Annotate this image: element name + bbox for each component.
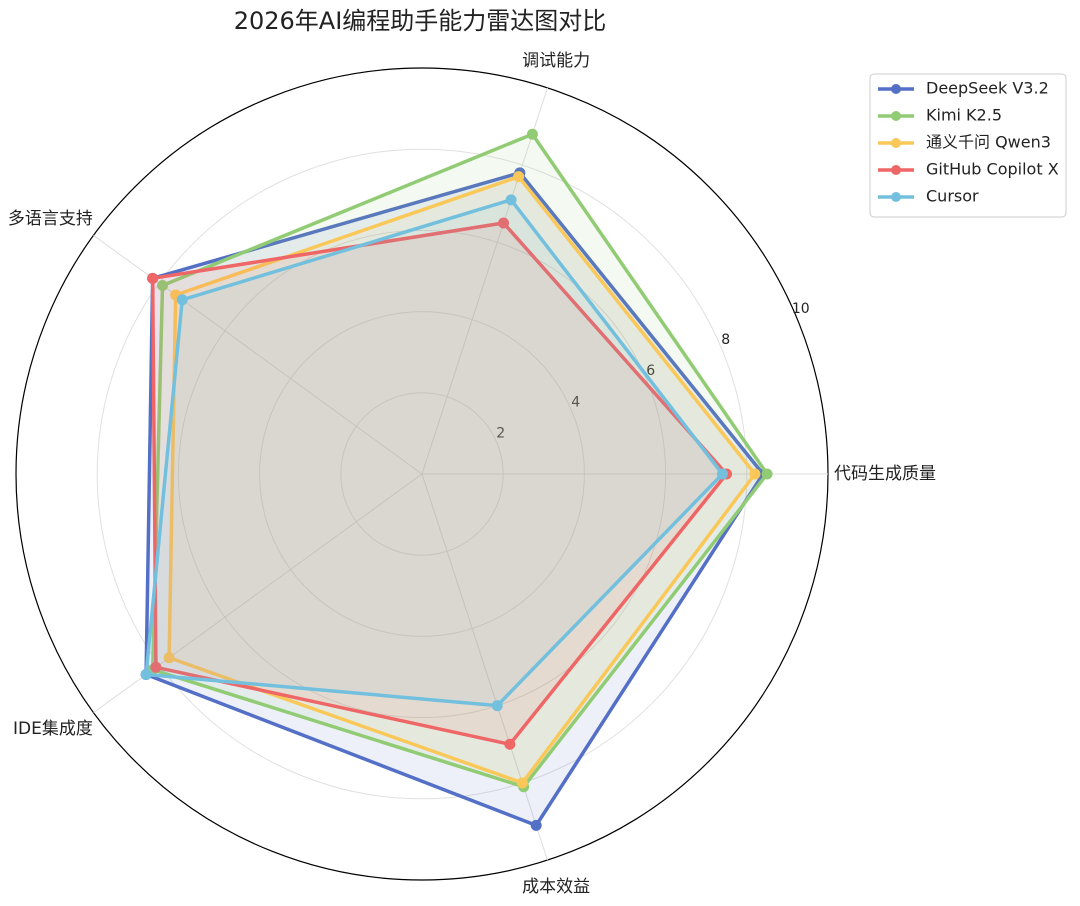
legend-box <box>869 73 1067 218</box>
category-label: 代码生成质量 <box>834 464 936 484</box>
category-label: 调试能力 <box>522 51 590 71</box>
data-point <box>498 217 510 229</box>
data-point <box>147 272 159 284</box>
series-area <box>144 171 765 828</box>
r-tick-label: 6 <box>646 363 655 379</box>
data-point <box>526 128 538 140</box>
legend-marker <box>891 165 901 175</box>
data-point <box>150 661 162 673</box>
r-tick-label: 2 <box>496 425 505 441</box>
series-area <box>144 198 725 708</box>
data-point <box>761 468 773 480</box>
series-area <box>150 221 729 747</box>
data-point <box>140 668 152 680</box>
data-point <box>491 700 503 712</box>
legend-label: DeepSeek V3.2 <box>926 79 1049 98</box>
data-point <box>516 777 528 789</box>
data-point <box>513 171 525 183</box>
legend-marker <box>891 84 901 94</box>
data-point <box>176 294 188 306</box>
category-label: 成本效益 <box>522 877 590 897</box>
data-point <box>716 468 728 480</box>
data-point <box>530 819 542 831</box>
legend-label: Kimi K2.5 <box>926 106 1002 125</box>
axis-line <box>421 87 548 475</box>
r-tick-label: 4 <box>571 394 580 410</box>
r-tick-label: 10 <box>792 301 810 317</box>
category-label: IDE集成度 <box>13 719 93 739</box>
chart-title: 2026年AI编程助手能力雷达图对比 <box>234 7 607 35</box>
r-tick-label: 8 <box>721 332 730 348</box>
legend-label: GitHub Copilot X <box>926 160 1059 179</box>
legend-marker <box>891 192 901 202</box>
legend-marker <box>891 111 901 121</box>
legend-label: 通义千问 Qwen3 <box>926 133 1051 152</box>
axis-line <box>421 473 548 861</box>
data-point <box>157 279 169 291</box>
category-label: 多语言支持 <box>8 209 93 229</box>
data-point <box>504 738 516 750</box>
legend-marker <box>891 138 901 148</box>
data-point <box>163 652 175 664</box>
legend-label: Cursor <box>926 187 979 206</box>
data-point <box>749 468 761 480</box>
data-point <box>505 194 517 206</box>
